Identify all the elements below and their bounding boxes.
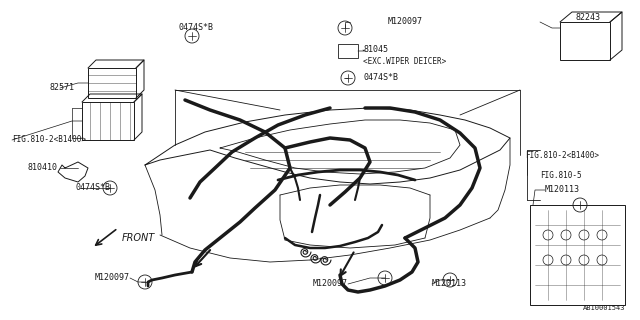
Text: 0474S*B: 0474S*B [75,183,110,193]
Text: 82243: 82243 [575,13,600,22]
Text: M120097: M120097 [388,18,423,27]
Text: FIG.810-5: FIG.810-5 [540,171,582,180]
Text: <EXC.WIPER DEICER>: <EXC.WIPER DEICER> [363,58,446,67]
Text: 0474S*B: 0474S*B [179,23,214,33]
Text: AB10001543: AB10001543 [582,305,625,311]
Text: M120097: M120097 [95,274,130,283]
Text: M120097: M120097 [313,279,348,289]
Text: M120113: M120113 [432,279,467,289]
Text: FIG.810-2<B1400>: FIG.810-2<B1400> [525,150,599,159]
Text: M120113: M120113 [545,186,580,195]
Bar [338,44,358,58]
Text: FIG.810-2<B1400>: FIG.810-2<B1400> [12,135,86,145]
Text: FRONT: FRONT [122,233,156,243]
Bar [530,205,625,305]
Text: 0474S*B: 0474S*B [363,73,398,82]
Bar [82,102,134,140]
Bar [88,68,136,98]
Bar [560,22,610,60]
Text: 81045: 81045 [363,45,388,54]
Text: 810410: 810410 [28,164,58,172]
Text: 82571: 82571 [50,84,75,92]
